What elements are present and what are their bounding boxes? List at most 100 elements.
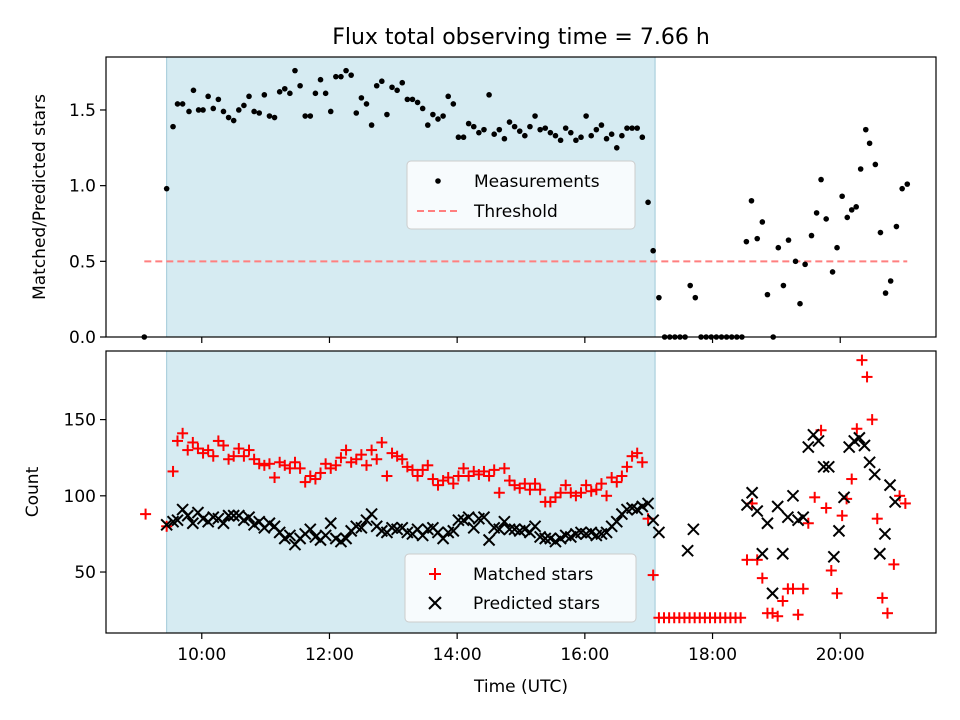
- measurement-point-144: [899, 185, 905, 192]
- measurement-point-2: [170, 123, 176, 130]
- predicted-stars-points: [160, 428, 902, 600]
- measurement-point-103: [687, 282, 693, 289]
- matched-star-127: [809, 491, 821, 503]
- measurement-point-58: [455, 134, 462, 141]
- predicted-star-32: [324, 517, 337, 530]
- predicted-star-114: [817, 460, 830, 474]
- predicted-star-118: [837, 491, 851, 504]
- measurement-point-24: [281, 85, 288, 92]
- measurement-point-20: [261, 92, 268, 98]
- measurement-point-55: [440, 113, 446, 119]
- predicted-star-2: [171, 513, 184, 527]
- matched-star-140: [876, 592, 888, 604]
- top-legend: Measurements Threshold: [406, 160, 636, 230]
- measurement-point-125: [802, 261, 808, 268]
- predicted-star-12: [222, 509, 235, 522]
- matched-star-43: [376, 436, 388, 448]
- matched-star-65: [488, 464, 500, 476]
- measurement-point-90: [619, 132, 625, 139]
- measurement-point-142: [887, 278, 894, 284]
- predicted-star-38: [355, 521, 368, 535]
- top-axes-frame: [105, 56, 937, 338]
- measurement-point-3: [174, 101, 181, 107]
- measurement-point-37: [348, 72, 354, 78]
- matched-star-136: [856, 354, 868, 366]
- measurement-point-79: [562, 125, 569, 131]
- measurement-point-133: [844, 214, 851, 221]
- matched-star-1: [161, 520, 173, 532]
- predicted-star-123: [863, 456, 876, 469]
- matched-star-116: [751, 554, 763, 566]
- measurement-point-85: [593, 126, 600, 133]
- matched-star-67: [498, 462, 510, 474]
- predicted-star-102: [756, 547, 769, 560]
- matched-star-83: [580, 479, 592, 491]
- measurement-point-50: [414, 99, 421, 106]
- predicted-star-126: [878, 527, 892, 541]
- measurement-point-118: [764, 291, 771, 298]
- matched-star-40: [360, 459, 372, 471]
- predicted-star-100: [745, 486, 759, 499]
- measurement-point-18: [251, 108, 257, 115]
- measurement-point-45: [389, 84, 395, 91]
- measurement-point-35: [338, 73, 344, 80]
- measurement-point-66: [496, 126, 503, 133]
- predicted-star-95: [646, 513, 660, 527]
- matched-star-113: [735, 612, 747, 624]
- measurement-point-12: [220, 108, 227, 115]
- predicted-star-122: [858, 439, 871, 452]
- bottom-legend: Matched stars Predicted stars: [404, 553, 637, 623]
- xtick-label-3: 16:00: [560, 645, 609, 665]
- matched-star-71: [519, 478, 531, 490]
- predicted-star-125: [873, 547, 887, 560]
- measurement-point-67: [501, 135, 508, 142]
- measurement-point-7: [195, 107, 202, 113]
- matched-star-79: [560, 479, 572, 491]
- predicted-star-104: [766, 587, 779, 600]
- measurement-point-63: [481, 126, 487, 133]
- predicted-star-121: [853, 431, 866, 445]
- bottom-axes: 10:00 12:00 14:00 16:00 18:00 20:00 50 100 150: [64, 411, 865, 665]
- matched-star-123: [787, 583, 799, 595]
- measurement-point-38: [353, 110, 360, 116]
- predicted-star-56: [447, 524, 460, 538]
- matched-star-134: [846, 473, 858, 485]
- matched-star-120: [772, 610, 784, 622]
- matched-star-91: [621, 461, 633, 473]
- measurement-point-145: [904, 181, 911, 187]
- measurement-point-86: [598, 122, 605, 128]
- measurement-point-10: [210, 105, 217, 112]
- measurement-point-140: [877, 229, 884, 236]
- matched-star-117: [756, 572, 768, 584]
- measurement-point-1: [163, 185, 170, 192]
- bottom-panel: 10:00 12:00 14:00 16:00 18:00 20:00 50 100 150 C…: [23, 350, 937, 697]
- predicted-star-111: [802, 440, 815, 454]
- matched-star-58: [452, 470, 464, 482]
- predicted-star-67: [503, 523, 516, 536]
- matched-star-34: [330, 459, 342, 471]
- measurement-point-47: [399, 79, 406, 86]
- measurement-point-33: [327, 108, 334, 115]
- measurement-point-62: [476, 129, 482, 136]
- measurement-point-128: [818, 176, 824, 183]
- xlabel: Time (UTC): [473, 677, 568, 697]
- measurement-point-34: [333, 73, 339, 80]
- measurement-point-15: [236, 107, 242, 113]
- predicted-star-59: [462, 510, 475, 524]
- measurement-point-54: [435, 116, 441, 122]
- measurement-point-143: [893, 223, 900, 230]
- ytick-label-0: 0.0: [69, 328, 96, 348]
- measurement-point-97: [656, 294, 662, 301]
- matched-star-137: [861, 371, 873, 383]
- measurement-point-22: [271, 114, 278, 121]
- matched-star-114: [741, 554, 753, 566]
- top-panel: 0.0 0.5 1.0 1.5 Matched/Predicted stars Mea…: [30, 56, 937, 348]
- measurement-point-36: [343, 67, 349, 74]
- measurement-point-71: [522, 132, 528, 139]
- measurement-point-49: [409, 96, 416, 103]
- predicted-star-35: [339, 532, 353, 545]
- matched-star-52: [422, 459, 434, 471]
- measurement-point-59: [460, 134, 467, 141]
- measurement-point-84: [588, 132, 595, 139]
